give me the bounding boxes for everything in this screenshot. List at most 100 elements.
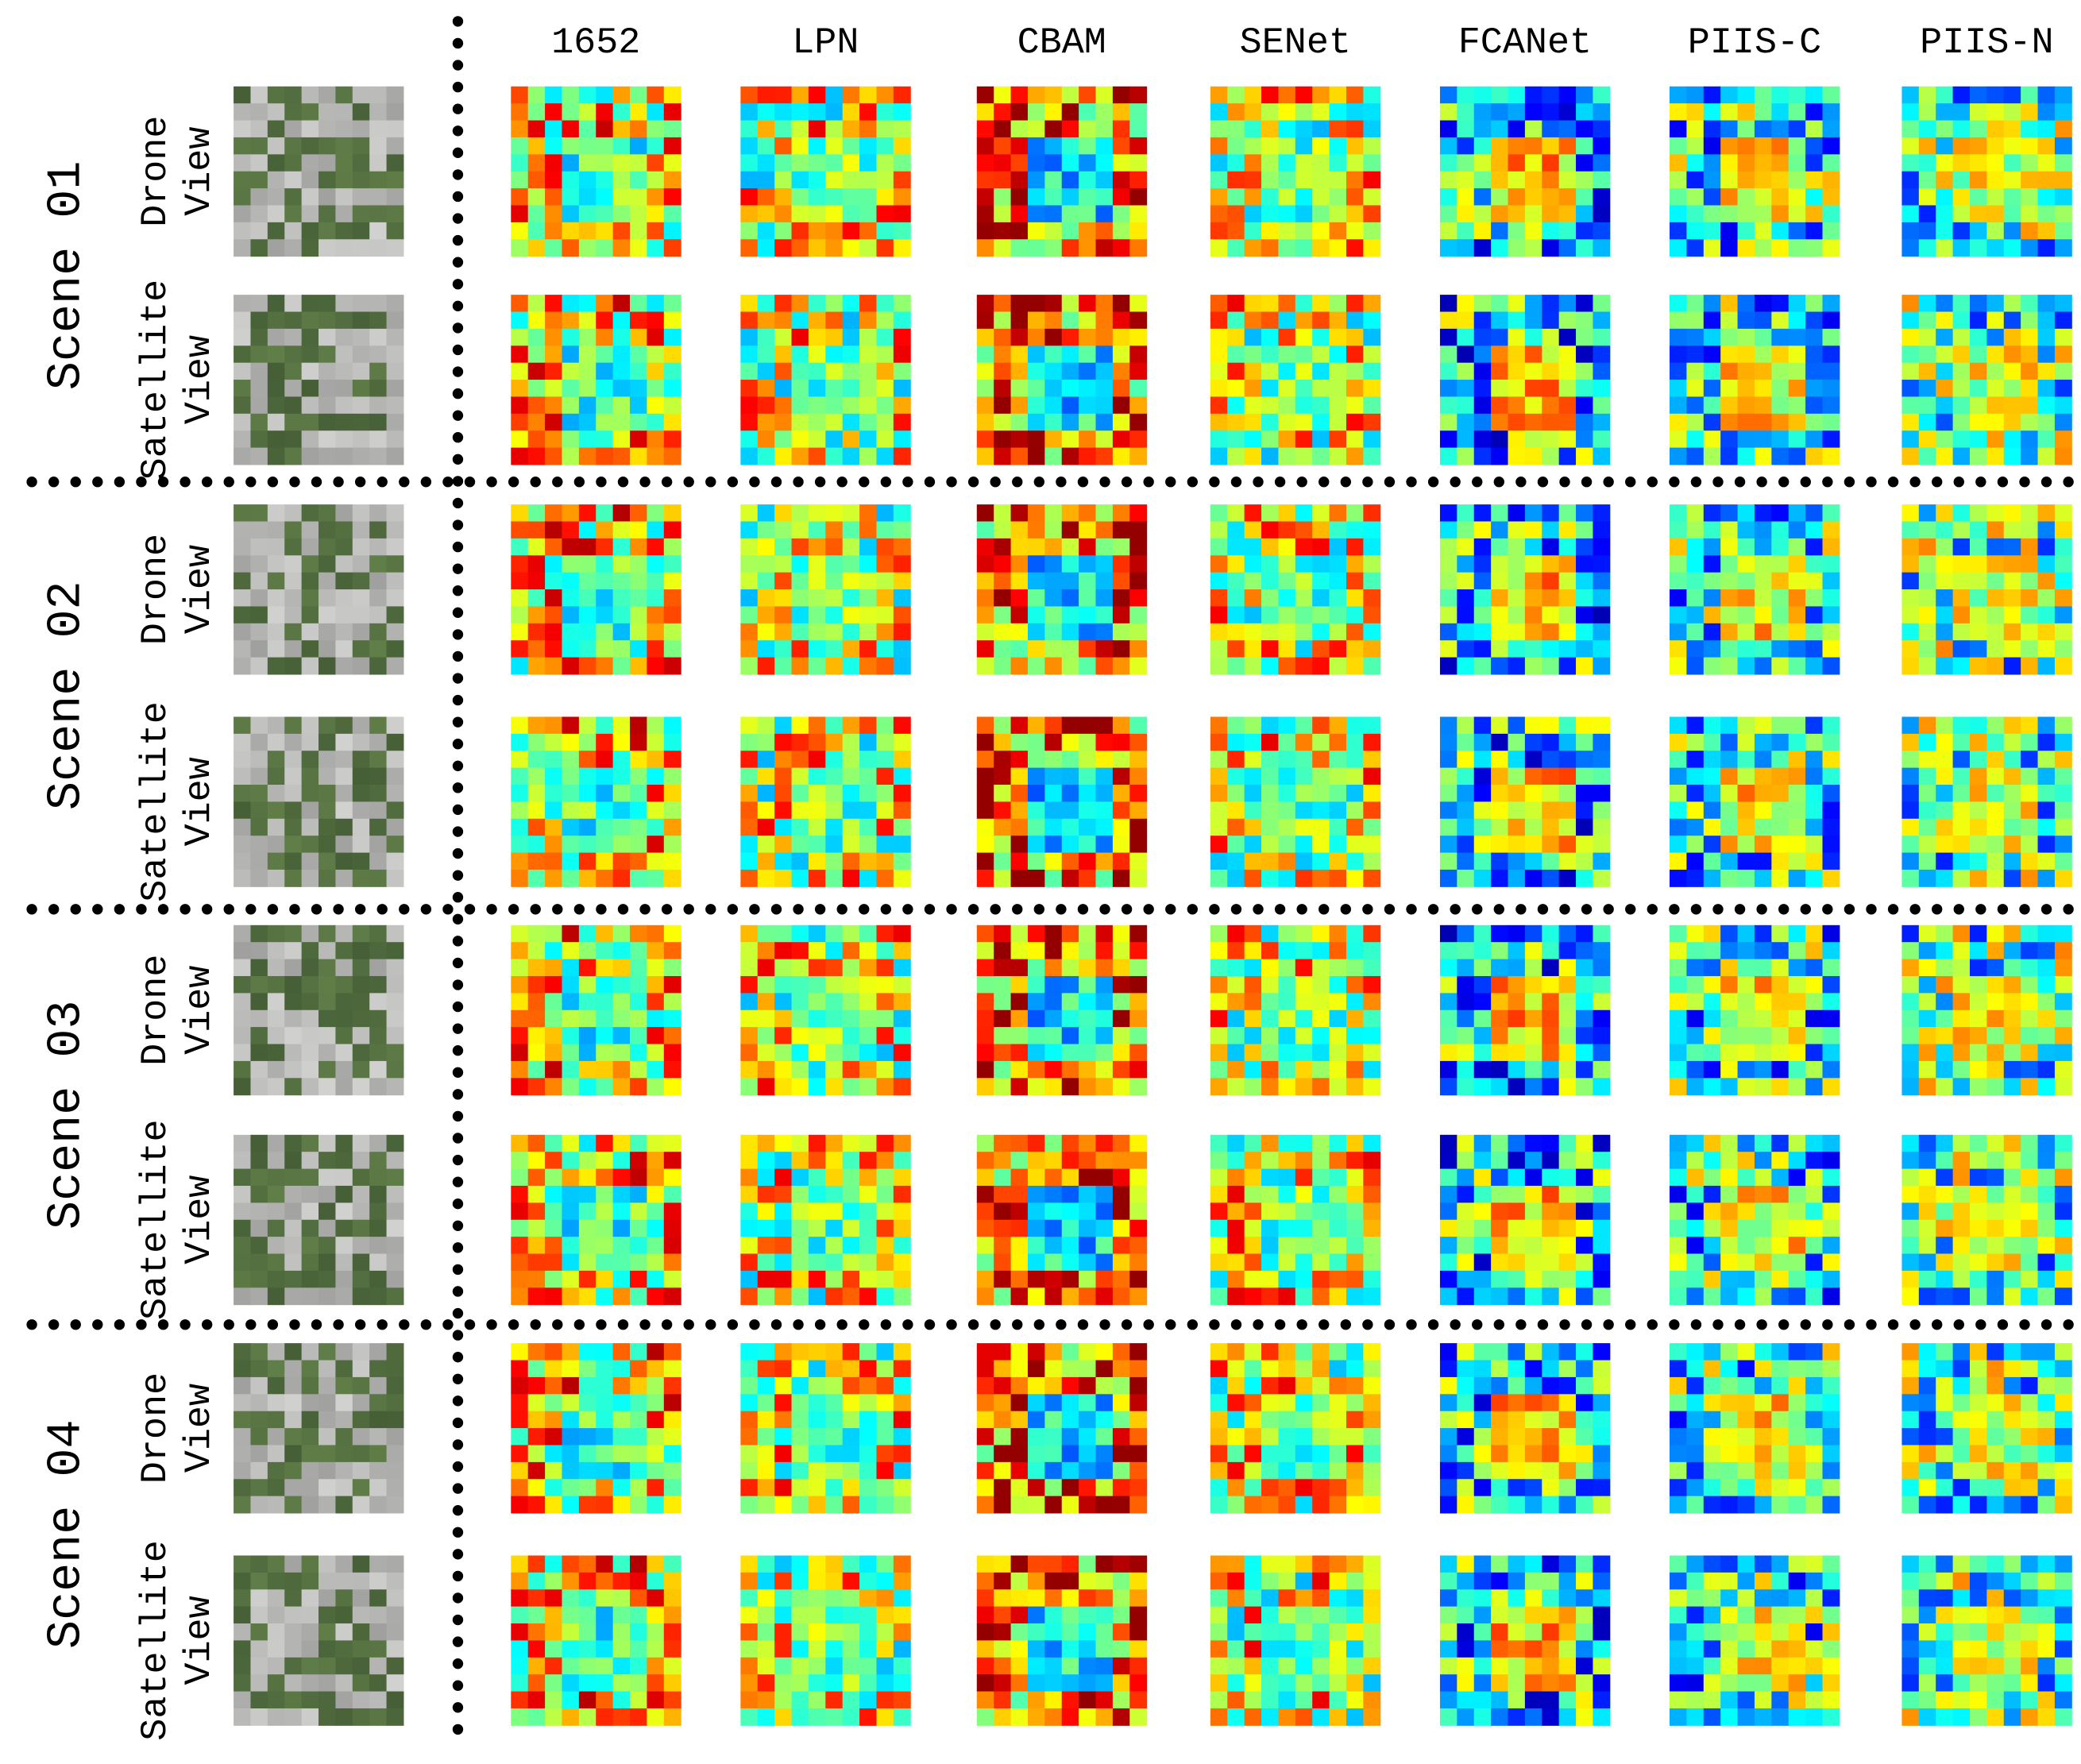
- heatmap-patch: [808, 924, 826, 943]
- heatmap-patch: [1788, 380, 1806, 397]
- heatmap-patch: [1670, 345, 1687, 364]
- heatmap-patch: [1576, 86, 1593, 104]
- heatmap-patch: [859, 818, 877, 836]
- photo-patch: [284, 959, 303, 977]
- heatmap-patch: [545, 1219, 562, 1237]
- heatmap-patch: [2054, 1202, 2072, 1221]
- heatmap-patch: [1986, 1219, 2005, 1237]
- heatmap-patch: [630, 869, 647, 887]
- heatmap-patch: [562, 188, 580, 207]
- heatmap-patch: [774, 328, 793, 346]
- heatmap-patch: [1986, 311, 2005, 330]
- heatmap-patch: [1227, 767, 1245, 786]
- heatmap-patch: [2054, 1219, 2072, 1237]
- heatmap-patch: [808, 572, 826, 590]
- heatmap-patch: [1986, 640, 2005, 658]
- heatmap-patch: [1542, 836, 1560, 854]
- heatmap-patch: [596, 1360, 614, 1378]
- heatmap-patch: [994, 942, 1012, 960]
- heatmap-patch: [1720, 1253, 1739, 1272]
- heatmap-patch: [1010, 447, 1029, 465]
- photo-patch: [335, 154, 353, 172]
- heatmap-patch: [1044, 188, 1063, 207]
- heatmap-patch: [2021, 86, 2039, 104]
- heatmap-patch: [808, 103, 826, 122]
- heatmap-patch: [976, 521, 994, 539]
- heatmap-patch: [994, 239, 1012, 257]
- heatmap-patch: [2054, 716, 2072, 735]
- heatmap-patch: [1061, 430, 1079, 449]
- heatmap-patch: [1295, 975, 1313, 994]
- heatmap-patch: [1771, 447, 1790, 465]
- heatmap-patch: [1346, 188, 1364, 207]
- heatmap-patch: [1261, 447, 1279, 465]
- heatmap-patch: [545, 716, 562, 735]
- heatmap-patch: [1805, 1202, 1824, 1221]
- heatmap-patch: [1129, 1009, 1148, 1028]
- heatmap-patch: [1542, 1152, 1560, 1170]
- heatmap-patch: [1210, 205, 1228, 223]
- heatmap-patch: [1986, 239, 2005, 257]
- heatmap-patch: [1473, 413, 1492, 431]
- heatmap-patch: [2054, 521, 2072, 539]
- heatmap-patch: [859, 1134, 877, 1152]
- heatmap-patch: [1457, 1270, 1475, 1288]
- photo-patch: [301, 154, 319, 172]
- heatmap-patch: [2003, 869, 2021, 887]
- heatmap-patch: [1079, 1270, 1097, 1288]
- photo-patch: [386, 1060, 404, 1079]
- heatmap-patch: [2037, 959, 2056, 977]
- heatmap-patch: [1061, 1027, 1079, 1045]
- heatmap-patch: [1346, 942, 1364, 960]
- heatmap-patch: [791, 1202, 809, 1221]
- heatmap-patch: [630, 572, 647, 590]
- heatmap-patch: [2037, 1044, 2056, 1062]
- heatmap-patch: [1112, 222, 1130, 240]
- heatmap-patch: [1457, 1134, 1475, 1152]
- heatmap-patch: [1737, 801, 1755, 820]
- heatmap-patch: [1095, 120, 1114, 138]
- heatmap-patch: [527, 345, 546, 364]
- heatmap-patch: [1010, 1044, 1029, 1062]
- heatmap-patch: [1227, 538, 1245, 556]
- column-header: CBAM: [1017, 22, 1106, 64]
- heatmap-patch: [859, 396, 877, 415]
- heatmap-patch: [647, 1134, 665, 1152]
- heatmap-patch: [2003, 311, 2021, 330]
- heatmap-patch: [1346, 924, 1364, 943]
- heatmap-patch: [596, 171, 614, 189]
- heatmap-patch: [1986, 751, 2005, 769]
- heatmap-patch: [1346, 959, 1364, 977]
- heatmap-patch: [1346, 751, 1364, 769]
- heatmap-patch: [1491, 852, 1508, 870]
- heatmap-patch: [1346, 171, 1364, 189]
- photo-patch: [267, 239, 285, 257]
- heatmap-patch: [1079, 1202, 1097, 1221]
- heatmap-patch: [1542, 1237, 1560, 1255]
- heatmap-patch: [2054, 362, 2072, 380]
- heatmap-patch: [1027, 430, 1045, 449]
- heatmap-patch: [1210, 751, 1228, 769]
- photo-patch: [352, 1253, 370, 1272]
- heatmap-patch: [1210, 328, 1228, 346]
- heatmap-patch: [630, 924, 647, 943]
- heatmap-patch: [1524, 328, 1542, 346]
- heatmap-patch: [1363, 959, 1381, 977]
- heatmap-patch: [1720, 171, 1739, 189]
- photo-patch: [319, 154, 336, 172]
- heatmap-patch: [2054, 447, 2072, 465]
- heatmap-patch: [1329, 589, 1347, 607]
- heatmap-patch: [994, 1202, 1012, 1221]
- heatmap-patch: [1295, 836, 1313, 854]
- heatmap-patch: [1346, 328, 1364, 346]
- heatmap-patch: [1044, 733, 1063, 751]
- heatmap-patch: [612, 311, 631, 330]
- heatmap-patch: [1079, 120, 1097, 138]
- heatmap-patch: [630, 362, 647, 380]
- heatmap-patch: [1901, 521, 1920, 539]
- heatmap-patch: [1703, 716, 1721, 735]
- heatmap-patch: [1439, 171, 1457, 189]
- heatmap-patch: [1044, 447, 1063, 465]
- heatmap-patch: [1703, 1027, 1721, 1045]
- heatmap-patch: [1542, 767, 1560, 786]
